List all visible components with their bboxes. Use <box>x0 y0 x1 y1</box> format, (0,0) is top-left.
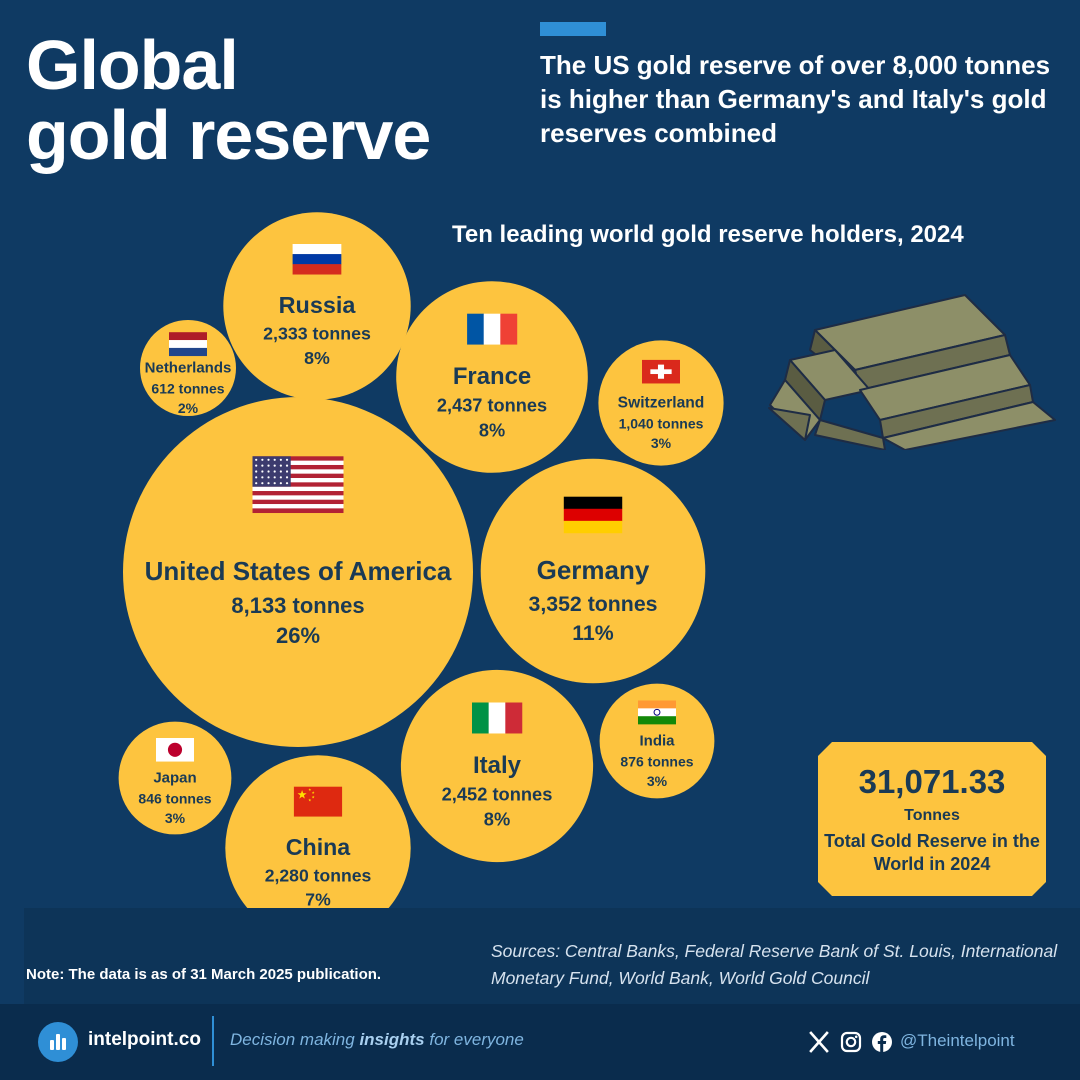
bubble-usa: United States of America 8,133 tonnes 26% <box>123 397 473 747</box>
social-handle[interactable]: @Theintelpoint <box>900 1031 1015 1050</box>
bubble-circle <box>118 721 232 835</box>
tagline-post: for everyone <box>424 1030 524 1049</box>
page-title: Global gold reserve <box>26 30 431 170</box>
bubble-value: 2,452 tonnes <box>442 784 553 805</box>
bubble-value: 876 tonnes <box>620 754 693 770</box>
bubble-germany: Germany 3,352 tonnes 11% <box>480 458 706 684</box>
bubble-value: 2,437 tonnes <box>437 396 547 416</box>
facebook-icon[interactable] <box>871 1031 893 1053</box>
footer-divider <box>212 1016 214 1066</box>
bubble-value: 612 tonnes <box>151 381 224 397</box>
bubble-circle <box>400 669 594 863</box>
tagline-bold: insights <box>359 1030 425 1049</box>
bubble-circle <box>599 683 715 799</box>
italy-flag <box>472 702 523 734</box>
bubble-japan: Japan 846 tonnes 3% <box>118 721 232 835</box>
tagline-pre: Decision making <box>230 1030 360 1049</box>
accent-bar <box>540 22 606 36</box>
chart-subtitle: Ten leading world gold reserve holders, … <box>452 221 964 248</box>
india-flag <box>638 700 676 725</box>
bubble-circle <box>480 458 706 684</box>
bubble-circle <box>140 320 236 416</box>
bubble-value: 3,352 tonnes <box>528 592 657 616</box>
bubble-france: France 2,437 tonnes 8% <box>396 281 588 473</box>
instagram-icon[interactable] <box>840 1031 862 1053</box>
usa-flag <box>252 456 344 514</box>
headline: The US gold reserve of over 8,000 tonnes… <box>540 50 1051 148</box>
bubble-value: 2,333 tonnes <box>263 324 371 344</box>
bubble-value: 1,040 tonnes <box>619 416 704 432</box>
bubble-name: India <box>639 733 675 750</box>
bubble-value: 2,280 tonnes <box>265 865 372 885</box>
sources-text: Sources: Central Banks, Federal Reserve … <box>491 941 1058 988</box>
switzerland-flag <box>642 359 680 384</box>
brand-link[interactable]: intelpoint.co <box>88 1029 201 1050</box>
total-label: Total Gold Reserve in the World in 2024 <box>824 831 1040 874</box>
intelpoint-logo-icon[interactable] <box>38 1022 78 1062</box>
footer: intelpoint.co Decision making insights f… <box>0 1004 1080 1080</box>
china-flag <box>293 786 343 817</box>
bubble-italy: Italy 2,452 tonnes 8% <box>400 669 594 863</box>
bubble-share: 7% <box>305 890 331 910</box>
x-icon[interactable] <box>808 1031 830 1053</box>
bubble-circle <box>396 281 588 473</box>
france-flag <box>467 313 518 345</box>
bubble-circle <box>223 212 411 400</box>
bubble-name: Switzerland <box>618 395 705 412</box>
bubble-netherlands: Netherlands 612 tonnes 2% <box>140 320 236 416</box>
bubble-circle <box>598 340 724 466</box>
bubble-name: Germany <box>537 555 650 585</box>
bubble-share: 3% <box>651 435 672 451</box>
germany-flag <box>563 496 623 534</box>
bubble-circle <box>123 397 473 747</box>
bubble-name: Netherlands <box>145 360 232 377</box>
bubble-share: 8% <box>479 421 505 441</box>
total-reserve-box: 31,071.33 Tonnes Total Gold Reserve in t… <box>818 742 1046 896</box>
bubble-india: India 876 tonnes 3% <box>599 683 715 799</box>
bubble-russia: Russia 2,333 tonnes 8% <box>223 212 411 400</box>
netherlands-flag <box>169 332 207 357</box>
bubble-switzerland: Switzerland 1,040 tonnes 3% <box>598 340 724 466</box>
sources-band <box>24 908 1080 1004</box>
total-unit: Tonnes <box>904 807 960 824</box>
total-value: 31,071.33 <box>858 763 1006 800</box>
bubble-name: China <box>286 834 352 860</box>
bubble-share: 26% <box>276 623 320 648</box>
data-note: Note: The data is as of 31 March 2025 pu… <box>26 966 382 983</box>
japan-flag <box>156 738 194 762</box>
title-line-1: Global <box>26 26 239 104</box>
bubble-share: 2% <box>178 400 199 416</box>
bubble-share: 8% <box>304 348 330 368</box>
bubble-name: United States of America <box>145 556 452 586</box>
bubble-name: France <box>453 363 531 390</box>
russia-flag <box>292 244 342 275</box>
title-line-2: gold reserve <box>26 96 431 174</box>
bubble-value: 846 tonnes <box>138 791 211 807</box>
bubble-value: 8,133 tonnes <box>231 593 364 618</box>
tagline: Decision making insights for everyone <box>230 1030 524 1050</box>
bubble-china: China 2,280 tonnes 7% <box>225 755 411 941</box>
bubble-name: Japan <box>153 770 196 787</box>
bubble-name: Italy <box>473 752 522 779</box>
gold-bars-icon <box>768 294 1056 450</box>
bubble-name: Russia <box>279 292 357 318</box>
bubble-share: 8% <box>484 809 510 830</box>
bubble-share: 11% <box>572 621 614 645</box>
bubble-share: 3% <box>647 773 668 789</box>
bubble-circle <box>225 755 411 941</box>
bubble-share: 3% <box>165 810 186 826</box>
